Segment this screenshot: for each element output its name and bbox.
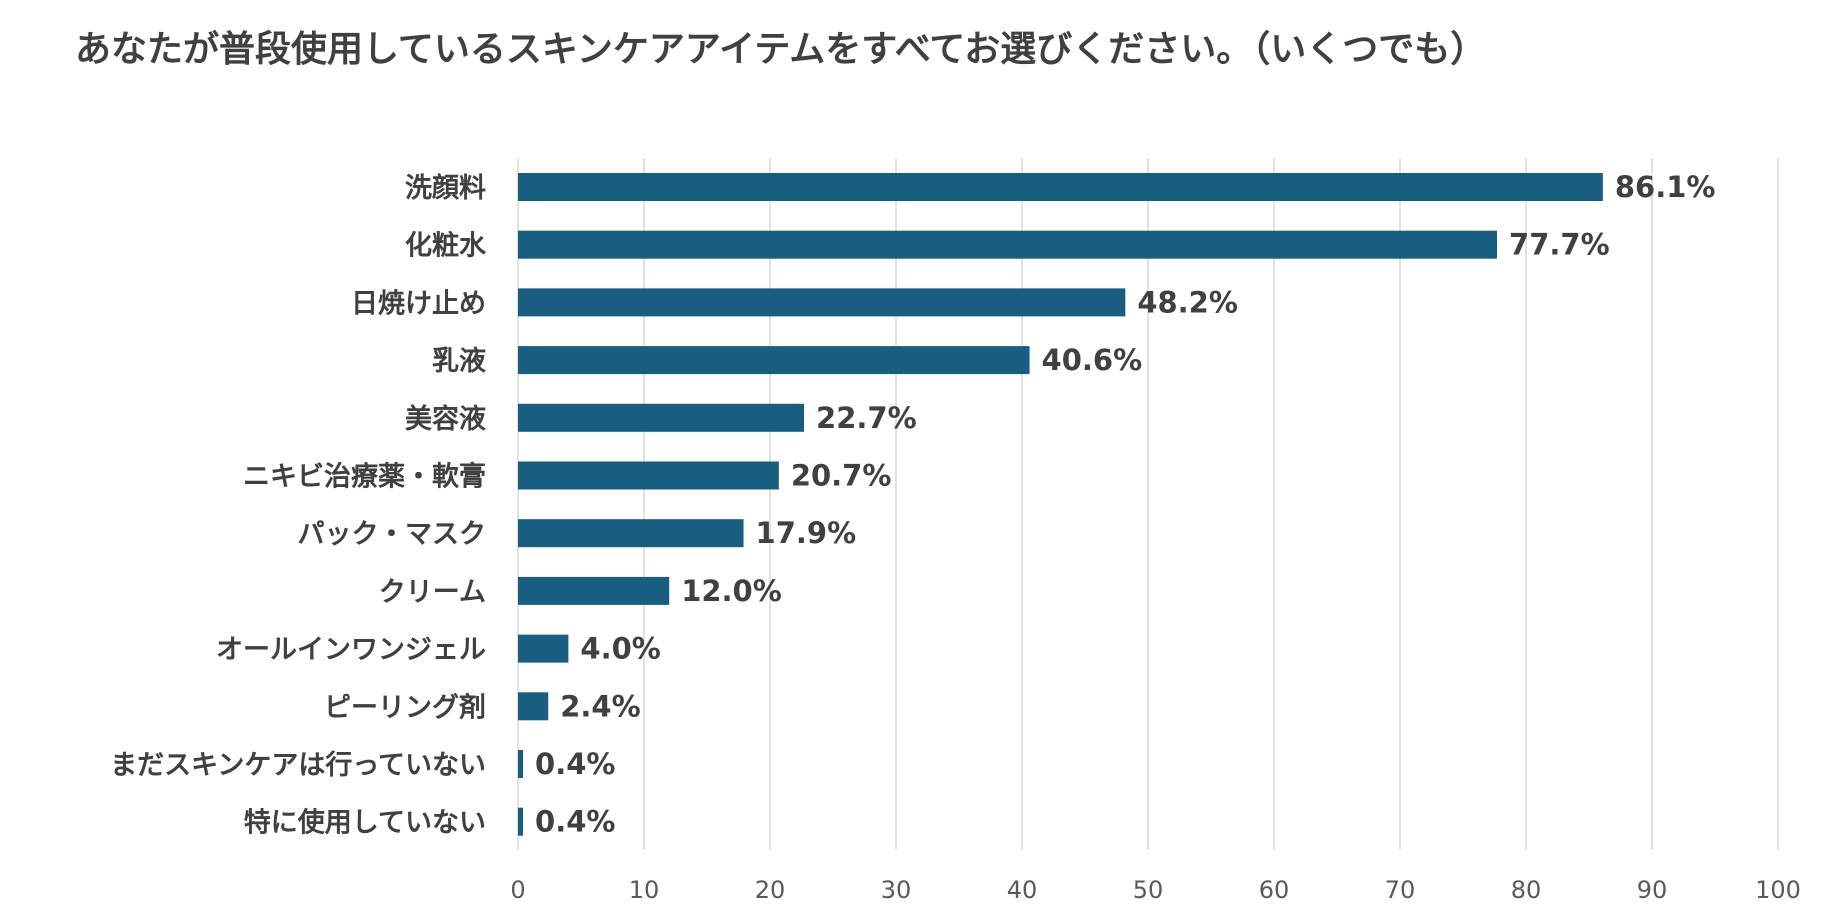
- category-label: まだスキンケアは行っていない: [110, 749, 486, 781]
- category-label: クリーム: [379, 577, 486, 608]
- data-label: 4.0%: [580, 632, 660, 666]
- bar: [518, 230, 1498, 259]
- bar: [518, 461, 779, 490]
- category-labels: 洗顔料化粧水日焼け止め乳液美容液ニキビ治療薬・軟膏パック・マスククリームオールイ…: [110, 173, 487, 839]
- data-label: 20.7%: [791, 459, 892, 493]
- data-label: 48.2%: [1137, 285, 1238, 319]
- chart-title: あなたが普段使用しているスキンケアアイテムをすべてお選びください。（いくつでも）: [75, 29, 1487, 70]
- data-label: 77.7%: [1509, 228, 1610, 262]
- x-tick-label: 70: [1385, 876, 1416, 904]
- category-label: 特に使用していない: [244, 808, 486, 839]
- category-label: 美容液: [405, 403, 486, 435]
- bar: [518, 634, 569, 663]
- x-tick-label: 50: [1133, 876, 1164, 904]
- gridlines: [517, 158, 1779, 850]
- data-label: 0.4%: [535, 747, 615, 781]
- category-label: 乳液: [432, 346, 486, 377]
- bar: [518, 288, 1126, 317]
- data-labels: 86.1%77.7% 48.2% 40.6% 22.7% 20.7% 17.9% 12.0%…: [535, 170, 1715, 839]
- bar: [518, 346, 1030, 375]
- data-label: 86.1%: [1615, 170, 1716, 204]
- category-label: ニキビ治療薬・軟膏: [243, 461, 486, 493]
- bar: [518, 403, 805, 432]
- x-tick-label: 40: [1007, 876, 1038, 904]
- data-label: 22.7%: [816, 401, 917, 435]
- x-tick-label: 10: [629, 876, 660, 904]
- bar: [518, 750, 524, 778]
- category-label: 洗顔料: [405, 173, 486, 204]
- bar: [518, 519, 744, 548]
- data-label: 12.0%: [681, 574, 782, 608]
- bar: [518, 692, 549, 721]
- data-label: 17.9%: [756, 516, 857, 550]
- category-label: 化粧水: [405, 231, 487, 262]
- x-tick-label: 30: [881, 876, 912, 904]
- bars: [518, 173, 1603, 836]
- x-tick-label: 0: [510, 876, 525, 904]
- x-tick-label: 60: [1259, 876, 1290, 904]
- category-label: パック・マスク: [298, 519, 486, 550]
- x-tick-label: 90: [1637, 876, 1668, 904]
- data-label: 40.6%: [1042, 343, 1143, 377]
- category-label: オールインワンジェル: [216, 635, 486, 666]
- data-label: 2.4%: [560, 689, 640, 723]
- bar: [518, 576, 670, 605]
- bar: [518, 807, 524, 836]
- x-tick-label: 80: [1511, 876, 1542, 904]
- bar: [518, 173, 1603, 201]
- category-label: 日焼け止め: [351, 288, 486, 319]
- x-axis-ticks: 0 10 20 30 40 50 60 70 80 90 100: [510, 876, 1801, 904]
- x-tick-label: 20: [755, 876, 786, 904]
- category-label: ピーリング剤: [324, 691, 486, 723]
- data-label: 0.4%: [535, 805, 615, 839]
- x-tick-label: 100: [1755, 876, 1801, 904]
